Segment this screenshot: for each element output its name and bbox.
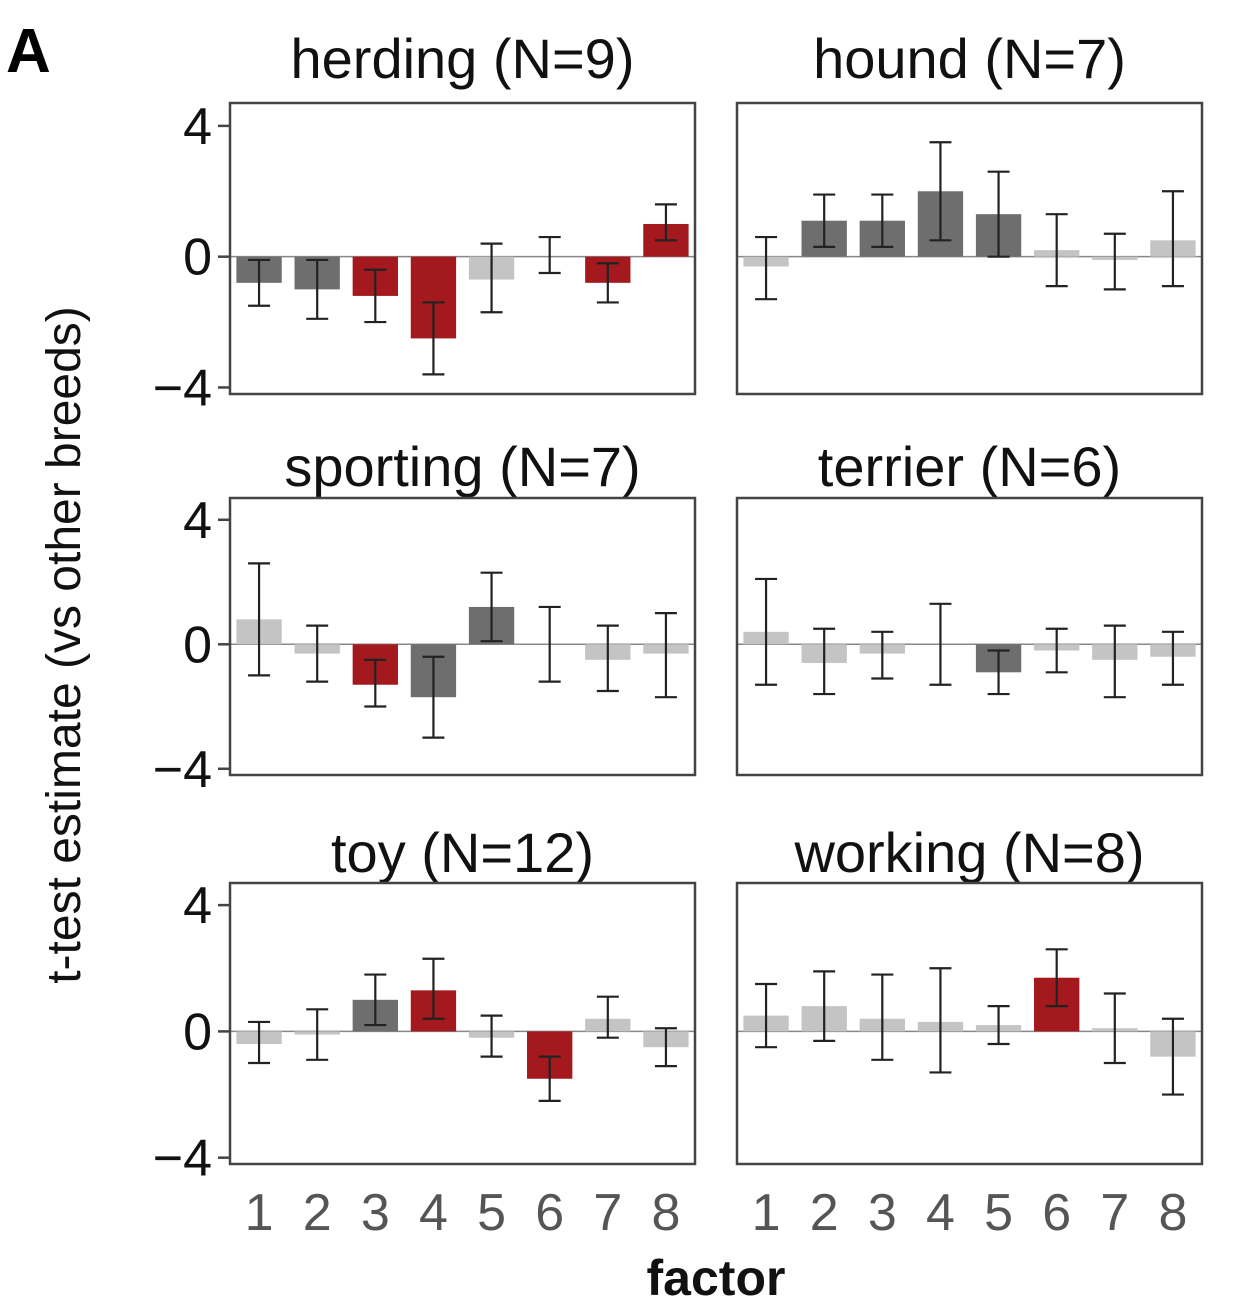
x-axis-label: factor <box>647 1250 786 1306</box>
error-bar-factor-2 <box>306 1008 329 1061</box>
error-bar-factor-6 <box>538 1055 561 1102</box>
error-bar-factor-3 <box>871 193 894 248</box>
x-tick-label: 5 <box>477 1184 506 1242</box>
error-bar-factor-3 <box>364 973 387 1027</box>
error-bar-factor-4 <box>422 655 445 739</box>
y-tick-label: 0 <box>183 616 212 674</box>
x-tick-label: 7 <box>593 1184 622 1242</box>
facet-panels: herding (N=9) 4 0 −4 hound (N=7) sporting (N=… <box>153 27 1204 1188</box>
error-bar-factor-1 <box>755 235 778 301</box>
error-bar-factor-6 <box>1045 627 1068 674</box>
panel-title: working (N=8) <box>793 821 1144 884</box>
y-axis-label: t-test estimate (vs other breeds) <box>38 306 91 984</box>
panel-title: herding (N=9) <box>291 27 635 90</box>
error-bar-factor-7 <box>596 995 619 1039</box>
panel-terrier: terrier (N=6) <box>735 435 1204 777</box>
x-tick-label: 4 <box>926 1184 955 1242</box>
error-bar-factor-7 <box>596 262 619 304</box>
panel-hound: hound (N=7) <box>735 27 1204 396</box>
error-bar-factor-7 <box>1103 624 1126 699</box>
error-bar-factor-6 <box>538 605 561 683</box>
error-bar-factor-1 <box>755 577 778 686</box>
y-tick-label: 4 <box>183 492 212 550</box>
x-tick-label: 6 <box>535 1184 564 1242</box>
error-bar-factor-5 <box>480 242 503 314</box>
y-tick-label: 0 <box>183 1003 212 1061</box>
x-tick-label: 1 <box>245 1184 274 1242</box>
panel-title: hound (N=7) <box>813 27 1126 90</box>
error-bar-factor-4 <box>929 602 952 686</box>
panel-herding: herding (N=9) 4 0 −4 <box>153 27 697 417</box>
error-bar-factor-8 <box>1161 630 1184 686</box>
error-bar-factor-6 <box>538 235 561 275</box>
y-tick-label: 0 <box>183 229 212 287</box>
error-bar-factor-8 <box>1161 1017 1184 1096</box>
error-bar-factor-1 <box>248 1020 271 1065</box>
error-bar-factor-6 <box>1045 948 1068 1008</box>
error-bar-factor-5 <box>987 1005 1010 1046</box>
panel-frame <box>735 881 1204 1166</box>
error-bar-factor-1 <box>248 562 271 677</box>
panel-frame <box>735 496 1204 777</box>
x-tick-label: 4 <box>419 1184 448 1242</box>
panel-frame <box>735 101 1204 396</box>
error-bar-factor-5 <box>987 649 1010 696</box>
panel-toy: toy (N=12) 4 0 −4 <box>153 821 697 1188</box>
panel-label: A <box>6 17 51 86</box>
error-bar-factor-8 <box>654 1027 677 1068</box>
error-bar-factor-2 <box>306 624 329 683</box>
error-bar-factor-3 <box>364 658 387 708</box>
error-bar-factor-8 <box>654 203 677 242</box>
error-bar-factor-8 <box>654 612 677 699</box>
x-tick-label: 1 <box>752 1184 781 1242</box>
panel-frame <box>228 881 697 1166</box>
y-tick-label: 4 <box>183 877 212 935</box>
error-bar-factor-5 <box>987 170 1010 258</box>
error-bar-factor-5 <box>480 1014 503 1058</box>
panel-frame <box>228 101 697 396</box>
error-bar-factor-3 <box>871 973 894 1061</box>
panel-title: toy (N=12) <box>331 821 594 884</box>
y-tick-label: −4 <box>153 741 212 799</box>
panel-title: terrier (N=6) <box>818 435 1121 498</box>
error-bar-factor-7 <box>1103 232 1126 291</box>
panel-sporting: sporting (N=7) 4 0 −4 <box>153 435 697 799</box>
error-bar-factor-3 <box>364 268 387 324</box>
x-tick-label: 3 <box>361 1184 390 1242</box>
error-bar-factor-2 <box>306 258 329 320</box>
x-tick-label: 2 <box>810 1184 839 1242</box>
error-bar-factor-4 <box>422 301 445 376</box>
error-bar-factor-1 <box>755 982 778 1049</box>
error-bar-factor-4 <box>929 141 952 242</box>
error-bar-factor-2 <box>813 193 836 248</box>
panel-frame <box>228 496 697 777</box>
error-bar-factor-2 <box>813 970 836 1042</box>
x-tick-label: 7 <box>1100 1184 1129 1242</box>
error-bar-factor-8 <box>1161 190 1184 288</box>
y-tick-label: 4 <box>183 98 212 156</box>
panel-working: working (N=8) <box>735 821 1204 1166</box>
error-bar-factor-4 <box>422 957 445 1020</box>
error-bar-factor-5 <box>480 571 503 643</box>
error-bar-factor-1 <box>248 258 271 307</box>
x-tick-label: 3 <box>868 1184 897 1242</box>
x-tick-label: 6 <box>1042 1184 1071 1242</box>
error-bar-factor-3 <box>871 630 894 680</box>
x-tick-label: 2 <box>303 1184 332 1242</box>
error-bar-factor-7 <box>596 624 619 693</box>
y-tick-label: −4 <box>153 1130 212 1188</box>
y-tick-label: −4 <box>153 359 212 417</box>
error-bar-factor-2 <box>813 627 836 696</box>
panel-title: sporting (N=7) <box>284 435 640 498</box>
x-tick-label: 5 <box>984 1184 1013 1242</box>
x-tick-label: 8 <box>651 1184 680 1242</box>
x-tick-label: 8 <box>1158 1184 1187 1242</box>
error-bar-factor-7 <box>1103 992 1126 1065</box>
error-bar-factor-4 <box>929 967 952 1074</box>
error-bar-factor-6 <box>1045 213 1068 288</box>
